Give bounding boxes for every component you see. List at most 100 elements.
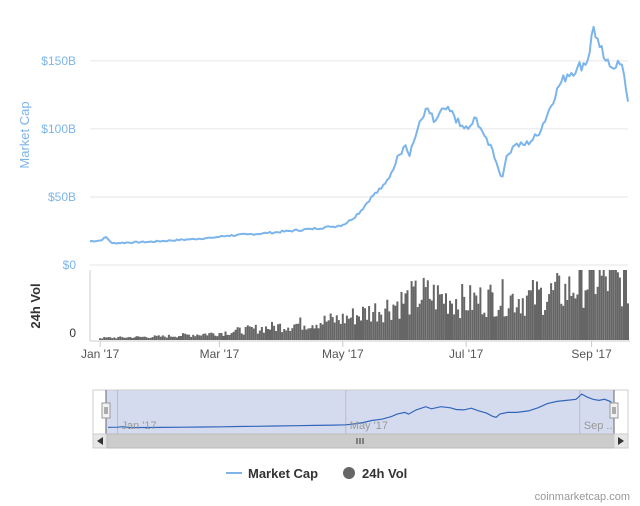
volume-bar xyxy=(368,306,371,340)
navigator-left-handle[interactable] xyxy=(101,402,111,419)
volume-bar xyxy=(469,285,472,340)
volume-bar xyxy=(204,333,207,340)
volume-bar xyxy=(289,331,292,340)
volume-bar xyxy=(432,284,435,340)
y-tick-label: $100B xyxy=(41,122,76,136)
volume-bar xyxy=(234,329,237,340)
volume-bar xyxy=(151,337,154,340)
volume-bar xyxy=(226,334,229,340)
volume-bar xyxy=(176,337,178,340)
volume-bar xyxy=(362,306,364,340)
volume-bar xyxy=(159,336,162,340)
volume-bar xyxy=(614,270,617,340)
volume-bar xyxy=(436,285,439,340)
volume-bar xyxy=(546,301,549,340)
volume-bar xyxy=(325,321,328,340)
volume-bar xyxy=(550,283,553,340)
volume-bar xyxy=(529,290,532,340)
volume-bar xyxy=(590,270,593,340)
volume-bar xyxy=(517,299,520,340)
volume-bar xyxy=(445,293,447,340)
volume-bar xyxy=(570,296,573,340)
volume-bar xyxy=(244,327,247,340)
volume-bar xyxy=(483,312,486,340)
volume-bar xyxy=(303,325,306,340)
volume-bar xyxy=(479,287,482,340)
volume-bar xyxy=(612,270,615,340)
volume-bar xyxy=(364,308,367,340)
volume-bar xyxy=(511,293,514,340)
volume-bar xyxy=(580,270,583,340)
volume-bar xyxy=(258,330,261,340)
volume-bar xyxy=(210,332,213,340)
navigator-right-handle[interactable] xyxy=(609,402,619,419)
volume-bar xyxy=(370,321,373,340)
volume-bar xyxy=(380,314,383,340)
x-tick-label: Jul '17 xyxy=(449,347,484,361)
volume-bar xyxy=(416,307,419,340)
volume-bar xyxy=(115,338,118,340)
y-axis-ticks: $0 $50B $100B $150B xyxy=(41,54,76,272)
volume-bar xyxy=(117,337,120,340)
volume-bar xyxy=(307,328,310,340)
volume-bar xyxy=(542,314,545,340)
volume-bar xyxy=(285,330,288,340)
volume-bar xyxy=(131,338,134,340)
volume-bar xyxy=(455,299,458,340)
volume-bar xyxy=(592,270,595,340)
volume-bar xyxy=(220,333,223,340)
volume-bar xyxy=(313,328,316,340)
volume-bar xyxy=(311,325,314,340)
volume-bar xyxy=(544,310,547,340)
volume-bar xyxy=(513,312,516,340)
volume-bar xyxy=(507,308,510,340)
volume-bar xyxy=(145,337,148,340)
volume-bar xyxy=(457,309,460,340)
volume-bar xyxy=(125,337,128,340)
volume-bar xyxy=(604,276,607,340)
volume-bar xyxy=(309,328,312,340)
legend-item-market-cap[interactable]: Market Cap xyxy=(226,466,318,481)
volume-bar xyxy=(246,325,249,340)
volume-bar xyxy=(182,333,184,340)
credit-link[interactable]: coinmarketcap.com xyxy=(535,491,630,503)
scrollbar[interactable] xyxy=(92,433,629,449)
volume-bar xyxy=(499,305,502,340)
legend-item-24h-vol[interactable]: 24h Vol xyxy=(343,466,407,481)
volume-bar xyxy=(426,280,429,340)
volume-bar xyxy=(378,311,381,340)
volume-bar xyxy=(627,303,629,340)
volume-bar xyxy=(430,300,433,340)
volume-bar xyxy=(129,337,132,340)
navigator[interactable]: Jan '17 May '17 Sep ... xyxy=(92,389,629,435)
volume-bar xyxy=(503,316,506,340)
x-tick-label: May '17 xyxy=(322,347,364,361)
volume-bar xyxy=(194,336,197,340)
volume-bar xyxy=(608,270,611,340)
volume-bar xyxy=(554,281,557,340)
volume-bar xyxy=(360,320,362,340)
volume-bar xyxy=(404,293,407,340)
volume-bar xyxy=(487,289,490,340)
volume-bar xyxy=(169,336,172,340)
volume-bar xyxy=(291,328,294,340)
volume-bar xyxy=(333,322,336,340)
volume-bar xyxy=(519,313,522,340)
volume-bar xyxy=(536,281,538,340)
volume-bar xyxy=(495,316,498,340)
volume-bar xyxy=(250,327,253,340)
volume-bar xyxy=(139,336,142,340)
volume-bar xyxy=(218,333,221,340)
volume-bar xyxy=(149,337,152,340)
volume-bar xyxy=(402,303,405,340)
navigator-label: Jan '17 xyxy=(122,420,157,432)
volume-bar xyxy=(260,327,263,340)
volume-bar xyxy=(384,308,387,340)
legend[interactable]: Market Cap 24h Vol xyxy=(226,466,407,481)
volume-bar xyxy=(202,333,205,340)
volume-bar xyxy=(440,294,443,340)
y-tick-label: $0 xyxy=(63,258,77,272)
volume-bar xyxy=(505,316,508,340)
volume-bar xyxy=(238,327,241,340)
